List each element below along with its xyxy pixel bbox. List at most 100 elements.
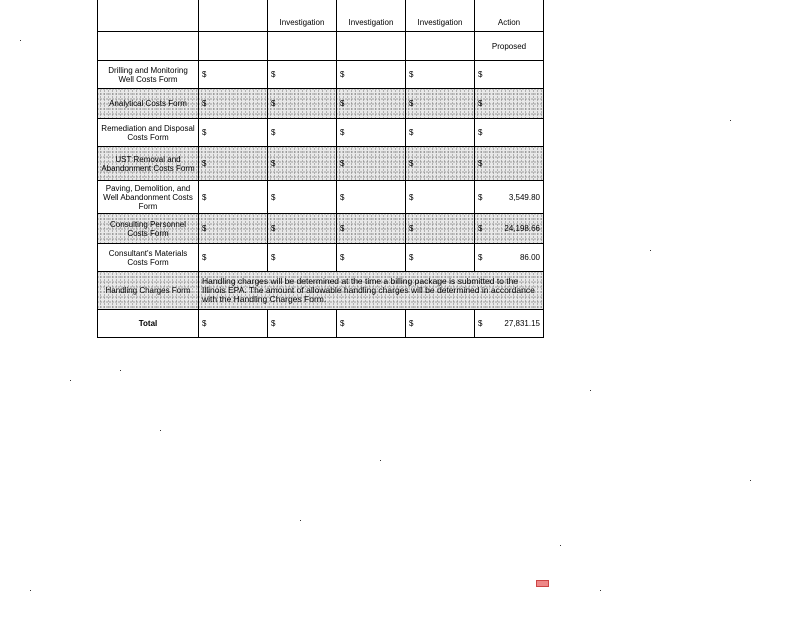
- amount-cell: $: [198, 146, 268, 181]
- amount-cell: $: [198, 60, 268, 89]
- amount-cell: $: [198, 180, 268, 214]
- currency-symbol: $: [340, 319, 345, 328]
- amount-cell: $: [405, 88, 475, 119]
- currency-symbol: $: [478, 319, 483, 328]
- currency-symbol: $: [340, 192, 345, 202]
- amount-cell: $: [405, 213, 475, 244]
- total-cell: $: [267, 309, 337, 338]
- column-header: Investigation: [336, 0, 406, 32]
- currency-symbol: $: [478, 70, 483, 79]
- total-row: Total $ $ $ $ $27,831.15: [97, 309, 544, 338]
- amount-cell: $: [336, 146, 406, 181]
- amount-value: 3,549.80: [508, 192, 540, 202]
- table-row: Paving, Demolition, and Well Abandonment…: [97, 180, 544, 214]
- amount-cell: $: [267, 118, 337, 147]
- currency-symbol: $: [340, 70, 345, 79]
- amount-value: 24,198.66: [504, 224, 540, 233]
- column-header: [97, 0, 199, 32]
- currency-symbol: $: [478, 99, 483, 108]
- row-label: Drilling and Monitoring Well Costs Form: [97, 60, 199, 89]
- currency-symbol: $: [478, 253, 483, 262]
- scan-speck: [590, 390, 591, 391]
- amount-cell: $: [198, 88, 268, 119]
- currency-symbol: $: [271, 70, 276, 79]
- subheader-row: Proposed: [97, 31, 544, 61]
- scan-speck: [380, 460, 381, 461]
- currency-symbol: $: [271, 224, 276, 233]
- scan-speck: [560, 545, 561, 546]
- amount-cell: $: [405, 60, 475, 89]
- scan-speck: [70, 380, 71, 381]
- currency-symbol: $: [340, 224, 345, 233]
- currency-symbol: $: [271, 253, 276, 262]
- amount-value: 86.00: [519, 253, 540, 262]
- amount-cell: $86.00: [474, 243, 544, 272]
- amount-cell: $: [474, 118, 544, 147]
- total-cell: $: [405, 309, 475, 338]
- scan-speck: [750, 480, 751, 481]
- amount-cell: $: [405, 243, 475, 272]
- amount-cell: $: [336, 213, 406, 244]
- amount-cell: $: [474, 146, 544, 181]
- table-row: Remediation and Disposal Costs Form $ $ $ $ $: [97, 118, 544, 147]
- currency-symbol: $: [478, 159, 483, 168]
- handling-note: Handling charges will be determined at t…: [198, 271, 544, 310]
- currency-symbol: $: [271, 128, 276, 137]
- currency-symbol: $: [409, 224, 414, 233]
- currency-symbol: $: [478, 192, 483, 202]
- currency-symbol: $: [202, 192, 207, 202]
- currency-symbol: $: [409, 70, 414, 79]
- empty-cell: [405, 31, 475, 61]
- currency-symbol: $: [271, 159, 276, 168]
- total-value: 27,831.15: [504, 319, 540, 328]
- currency-symbol: $: [340, 99, 345, 108]
- total-cell: $27,831.15: [474, 309, 544, 338]
- empty-cell: [198, 31, 268, 61]
- amount-cell: $: [198, 118, 268, 147]
- column-header: Investigation: [267, 0, 337, 32]
- row-label: Remediation and Disposal Costs Form: [97, 118, 199, 147]
- currency-symbol: $: [202, 128, 207, 137]
- scan-speck: [650, 250, 651, 251]
- row-label: Paving, Demolition, and Well Abandonment…: [97, 180, 199, 214]
- column-header: [198, 0, 268, 32]
- amount-cell: $: [336, 88, 406, 119]
- amount-cell: $: [405, 146, 475, 181]
- empty-cell: [336, 31, 406, 61]
- amount-cell: $: [336, 243, 406, 272]
- currency-symbol: $: [271, 319, 276, 328]
- amount-cell: $: [267, 213, 337, 244]
- amount-cell: $3,549.80: [474, 180, 544, 214]
- column-header: Investigation: [405, 0, 475, 32]
- currency-symbol: $: [202, 253, 207, 262]
- amount-cell: $: [267, 88, 337, 119]
- amount-cell: $: [198, 213, 268, 244]
- scan-speck: [120, 370, 121, 371]
- scan-speck: [20, 40, 21, 41]
- table-row: Consulting Personnel Costs Form $ $ $ $ $24,1…: [97, 213, 544, 244]
- stamp-mark: [536, 580, 549, 587]
- scan-speck: [600, 590, 601, 591]
- currency-symbol: $: [340, 253, 345, 262]
- header-row: Investigation Investigation Investigation A…: [97, 0, 544, 32]
- currency-symbol: $: [202, 319, 207, 328]
- row-label: Analytical Costs Form: [97, 88, 199, 119]
- table-row: Drilling and Monitoring Well Costs Form $…: [97, 60, 544, 89]
- row-label: Consultant's Materials Costs Form: [97, 243, 199, 272]
- proposed-label: Proposed: [474, 31, 544, 61]
- currency-symbol: $: [409, 319, 414, 328]
- amount-cell: $: [267, 60, 337, 89]
- currency-symbol: $: [340, 128, 345, 137]
- amount-cell: $: [405, 180, 475, 214]
- currency-symbol: $: [340, 159, 345, 168]
- scan-speck: [300, 520, 301, 521]
- column-header: Action: [474, 0, 544, 32]
- row-label: Consulting Personnel Costs Form: [97, 213, 199, 244]
- currency-symbol: $: [478, 224, 483, 233]
- amount-cell: $: [336, 118, 406, 147]
- row-label: Handling Charges Form: [97, 271, 199, 310]
- empty-cell: [267, 31, 337, 61]
- currency-symbol: $: [202, 159, 207, 168]
- currency-symbol: $: [409, 128, 414, 137]
- scan-speck: [160, 430, 161, 431]
